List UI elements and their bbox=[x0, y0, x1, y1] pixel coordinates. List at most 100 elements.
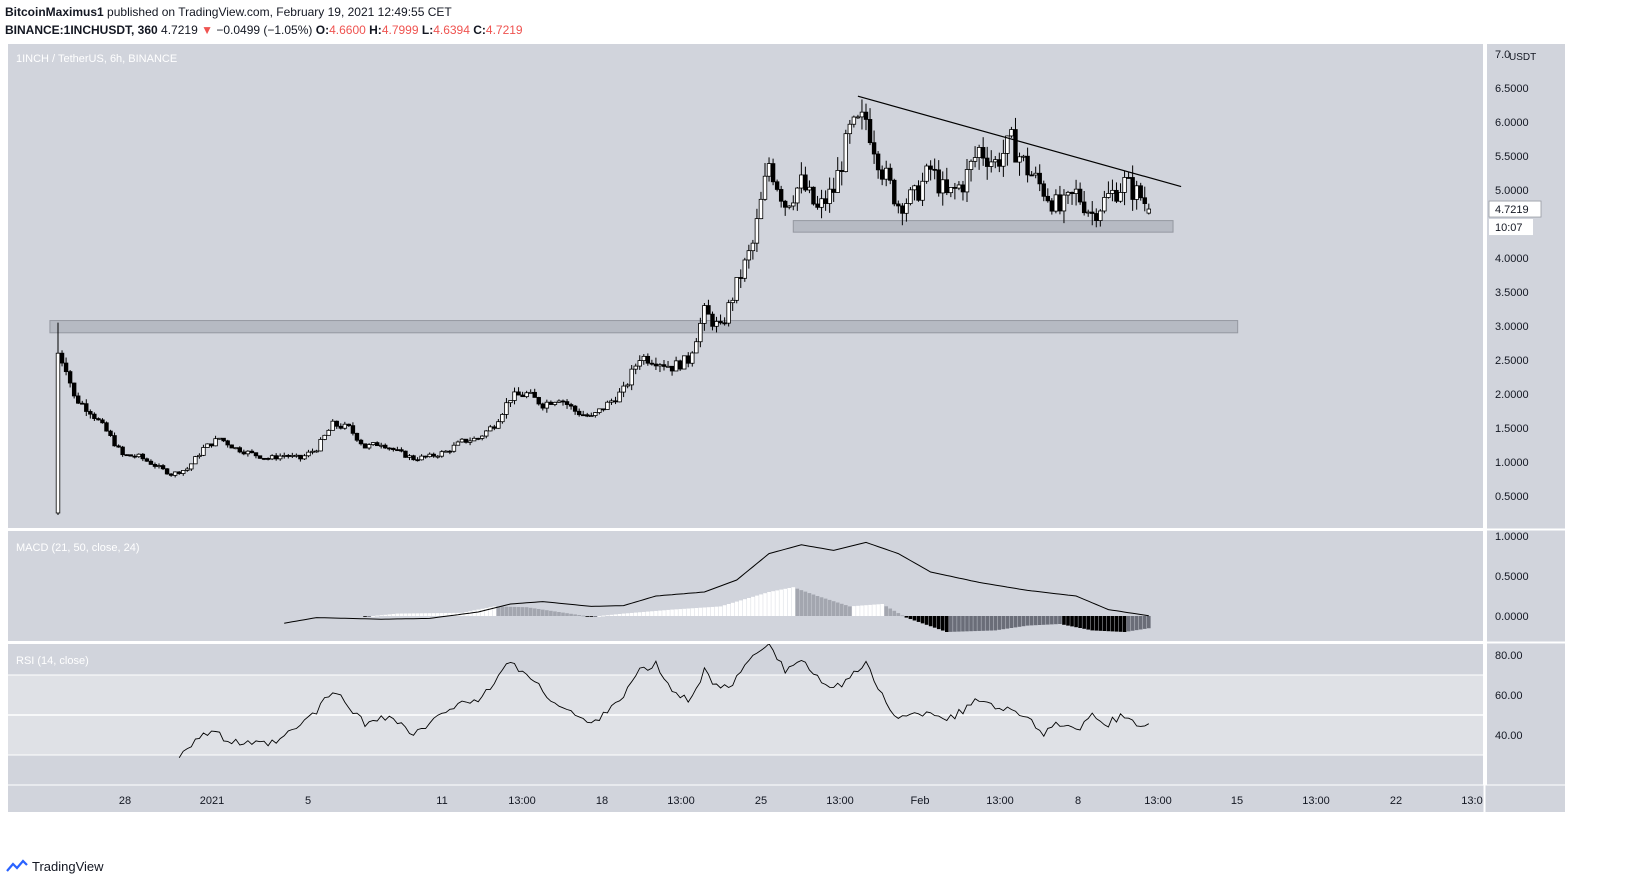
candle-body[interactable] bbox=[609, 400, 614, 403]
candle-body[interactable] bbox=[435, 455, 440, 458]
candle-body[interactable] bbox=[536, 397, 541, 405]
candle-body[interactable] bbox=[314, 450, 319, 453]
candle-body[interactable] bbox=[1065, 191, 1071, 196]
macd-line[interactable] bbox=[284, 541, 1149, 624]
candle-body[interactable] bbox=[282, 455, 287, 457]
candle-body[interactable] bbox=[734, 277, 739, 301]
candle-body[interactable] bbox=[71, 382, 77, 397]
candle-body[interactable] bbox=[334, 420, 339, 427]
candle-body[interactable] bbox=[1081, 201, 1087, 214]
candle-body[interactable] bbox=[787, 205, 792, 208]
candle-body[interactable] bbox=[548, 401, 554, 405]
candle-body[interactable] bbox=[831, 188, 836, 193]
candle-body[interactable] bbox=[488, 426, 493, 432]
candle-body[interactable] bbox=[682, 355, 687, 370]
candle-body[interactable] bbox=[59, 352, 65, 364]
candle-body[interactable] bbox=[859, 111, 865, 118]
candle-body[interactable] bbox=[431, 453, 436, 457]
candle-body[interactable] bbox=[1073, 188, 1079, 195]
candle-body[interactable] bbox=[924, 165, 929, 182]
candle-body[interactable] bbox=[120, 446, 125, 456]
candle-body[interactable] bbox=[669, 365, 675, 372]
candle-body[interactable] bbox=[378, 444, 384, 447]
candle-body[interactable] bbox=[298, 454, 303, 460]
candle-body[interactable] bbox=[976, 147, 982, 158]
candle-body[interactable] bbox=[403, 450, 408, 458]
rsi-line[interactable] bbox=[178, 644, 1150, 758]
candle-body[interactable] bbox=[581, 414, 586, 417]
candle-body[interactable] bbox=[136, 453, 141, 458]
candle-body[interactable] bbox=[318, 439, 323, 452]
candle-body[interactable] bbox=[176, 471, 182, 474]
candle-body[interactable] bbox=[516, 391, 521, 396]
candle-body[interactable] bbox=[128, 454, 133, 457]
candle-body[interactable] bbox=[863, 111, 869, 120]
price-axis[interactable] bbox=[1487, 44, 1565, 785]
candle-body[interactable] bbox=[867, 119, 873, 144]
candle-body[interactable] bbox=[265, 458, 271, 460]
candle-body[interactable] bbox=[576, 410, 582, 416]
candle-body[interactable] bbox=[423, 455, 428, 458]
candle-body[interactable] bbox=[237, 447, 242, 453]
candle-body[interactable] bbox=[823, 198, 828, 204]
candle-body[interactable] bbox=[839, 170, 844, 172]
candle-body[interactable] bbox=[617, 391, 622, 403]
candle-body[interactable] bbox=[985, 157, 990, 167]
candle-body[interactable] bbox=[362, 443, 368, 449]
candle-body[interactable] bbox=[253, 452, 259, 457]
candle-body[interactable] bbox=[928, 165, 933, 170]
candle-body[interactable] bbox=[722, 322, 727, 325]
candle-body[interactable] bbox=[1077, 188, 1083, 203]
candle-body[interactable] bbox=[940, 179, 945, 194]
candle-body[interactable] bbox=[112, 435, 117, 447]
candle-body[interactable] bbox=[892, 179, 897, 205]
candle-body[interactable] bbox=[471, 437, 477, 442]
candle-body[interactable] bbox=[492, 426, 497, 429]
candle-body[interactable] bbox=[104, 422, 109, 432]
candle-body[interactable] bbox=[512, 391, 517, 401]
candle-body[interactable] bbox=[1134, 185, 1139, 200]
candle-body[interactable] bbox=[1102, 197, 1107, 212]
candle-body[interactable] bbox=[1041, 183, 1046, 197]
candle-body[interactable] bbox=[443, 450, 449, 453]
candle-body[interactable] bbox=[637, 360, 642, 367]
candle-body[interactable] bbox=[455, 441, 461, 446]
candle-body[interactable] bbox=[1130, 177, 1135, 200]
candle-body[interactable] bbox=[342, 423, 348, 429]
candle-body[interactable] bbox=[661, 364, 667, 367]
candle-body[interactable] bbox=[730, 299, 735, 304]
candle-body[interactable] bbox=[879, 169, 885, 180]
candle-body[interactable] bbox=[63, 362, 69, 373]
candle-body[interactable] bbox=[791, 202, 796, 207]
candle-body[interactable] bbox=[778, 189, 784, 202]
candle-body[interactable] bbox=[956, 184, 962, 189]
candle-body[interactable] bbox=[1061, 194, 1067, 212]
candle-body[interactable] bbox=[451, 444, 457, 452]
candle-body[interactable] bbox=[116, 445, 121, 448]
candle-body[interactable] bbox=[302, 455, 307, 460]
candle-body[interactable] bbox=[225, 440, 230, 446]
candle-body[interactable] bbox=[1126, 177, 1131, 179]
candle-body[interactable] bbox=[1045, 195, 1050, 202]
candle-body[interactable] bbox=[698, 322, 703, 343]
candle-body[interactable] bbox=[964, 169, 970, 193]
candle-body[interactable] bbox=[1086, 211, 1091, 214]
candle-body[interactable] bbox=[387, 447, 392, 450]
candle-body[interactable] bbox=[160, 465, 166, 470]
candle-body[interactable] bbox=[1013, 129, 1018, 163]
candle-body[interactable] bbox=[948, 187, 954, 194]
candle-body[interactable] bbox=[815, 203, 820, 208]
candle-body[interactable] bbox=[556, 400, 562, 403]
candle-body[interactable] bbox=[366, 444, 372, 449]
candle-body[interactable] bbox=[399, 449, 404, 452]
candle-body[interactable] bbox=[168, 473, 174, 476]
candle-body[interactable] bbox=[762, 175, 768, 200]
candle-body[interactable] bbox=[201, 447, 206, 456]
candle-body[interactable] bbox=[185, 468, 190, 471]
candle-body[interactable] bbox=[273, 455, 279, 460]
candle-body[interactable] bbox=[560, 400, 566, 403]
candle-body[interactable] bbox=[633, 365, 638, 370]
macd-pane[interactable] bbox=[8, 531, 1483, 641]
candle-body[interactable] bbox=[1106, 193, 1111, 198]
candle-body[interactable] bbox=[80, 402, 85, 405]
